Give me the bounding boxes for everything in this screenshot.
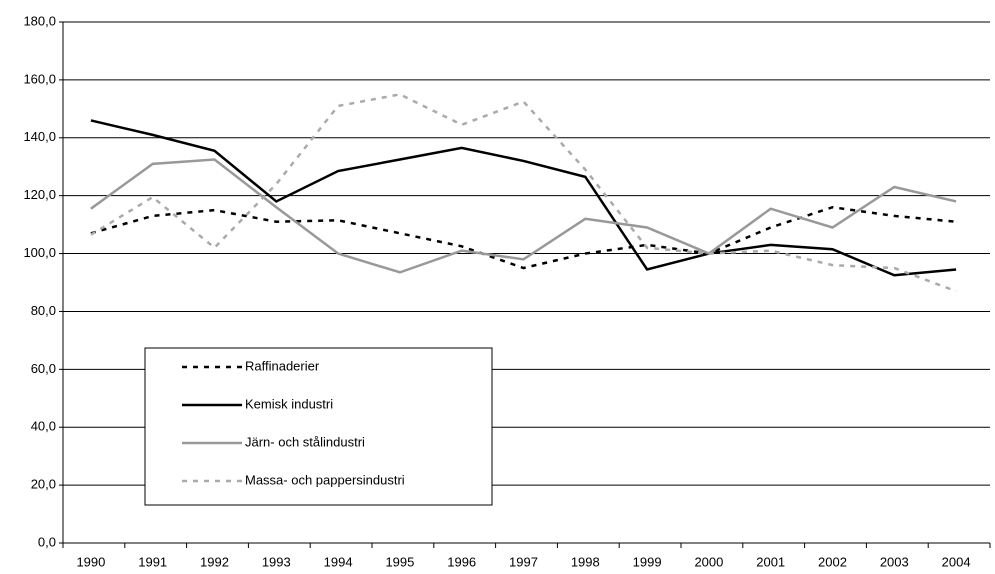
x-tick-label: 1999 [633,554,662,569]
y-tick-label: 100,0 [23,245,56,260]
y-tick-label: 20,0 [31,477,56,492]
series-line [90,205,957,270]
x-tick-label: 1995 [385,554,414,569]
legend-label: Massa- och pappersindustri [245,472,405,487]
x-tick-label: 1991 [138,554,167,569]
x-tick-label: 1997 [509,554,538,569]
y-tick-label: 60,0 [31,361,56,376]
x-tick-label: 2000 [694,554,723,569]
y-tick-label: 40,0 [31,419,56,434]
x-tick-label: 2004 [942,554,971,569]
x-tick-label: 1993 [262,554,291,569]
y-tick-label: 120,0 [23,187,56,202]
x-tick-label: 2002 [818,554,847,569]
series-line [90,158,957,274]
legend-label: Kemisk industri [245,396,333,411]
x-tick-label: 2001 [756,554,785,569]
series-line [90,93,957,293]
x-tick-label: 2003 [880,554,909,569]
y-tick-label: 80,0 [31,303,56,318]
legend-label: Raffinaderier [245,358,320,373]
y-tick-label: 160,0 [23,71,56,86]
y-tick-label: 0,0 [38,534,56,549]
x-tick-label: 1990 [76,554,105,569]
y-tick-label: 180,0 [23,13,56,28]
y-tick-label: 140,0 [23,129,56,144]
x-tick-label: 1996 [447,554,476,569]
legend-box [144,347,493,506]
x-tick-label: 1992 [200,554,229,569]
legend-label: Järn- och stålindustri [245,434,365,449]
x-tick-label: 1994 [324,554,353,569]
x-tick-label: 1998 [571,554,600,569]
series-line [90,119,957,277]
